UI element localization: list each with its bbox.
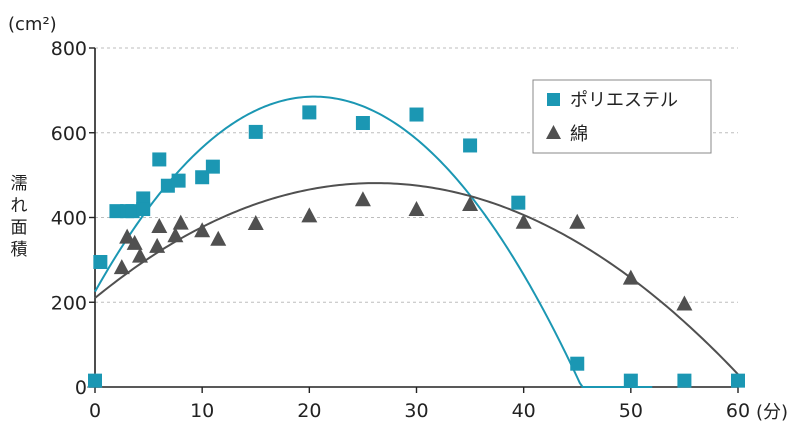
data-point-cotton	[113, 259, 130, 275]
data-point-cotton	[354, 191, 371, 207]
legend-label-polyester: ポリエステル	[570, 90, 678, 111]
trend-line-polyester	[94, 95, 653, 388]
data-point-polyester	[136, 202, 151, 217]
x-tick-label: 50	[619, 400, 643, 422]
data-point-polyester	[302, 105, 317, 120]
y-tick-labels: 0 200 400 600 800	[51, 38, 95, 399]
data-point-polyester	[152, 152, 167, 167]
data-point-polyester	[136, 191, 151, 206]
data-points	[87, 105, 745, 388]
y-tick-label: 200	[51, 292, 87, 314]
y-axis-label-char: 面	[11, 218, 28, 238]
legend-label-cotton: 綿	[570, 124, 588, 145]
y-tick-label: 600	[51, 123, 87, 145]
data-point-polyester	[125, 204, 140, 219]
data-point-cotton	[126, 234, 143, 250]
data-point-cotton	[149, 237, 166, 253]
data-point-cotton	[676, 295, 693, 311]
y-unit-label: (cm²)	[8, 14, 57, 35]
x-tick-label: 60	[726, 400, 750, 422]
data-point-polyester	[109, 204, 124, 219]
data-point-polyester	[623, 373, 638, 388]
data-point-polyester	[677, 373, 692, 388]
data-point-cotton	[194, 222, 211, 238]
data-point-cotton	[408, 201, 425, 217]
data-point-polyester	[731, 373, 745, 388]
data-point-cotton	[132, 247, 149, 263]
y-tick-label: 0	[75, 377, 87, 399]
y-tick-label: 400	[51, 208, 87, 230]
x-unit-label: (分)	[756, 402, 788, 423]
data-point-cotton	[622, 269, 639, 285]
x-tick-label: 20	[297, 400, 321, 422]
data-point-polyester	[205, 159, 220, 174]
data-point-polyester	[171, 173, 186, 188]
data-point-cotton	[515, 213, 532, 229]
data-point-polyester	[88, 373, 102, 388]
data-point-cotton	[301, 207, 318, 223]
data-point-cotton	[247, 215, 264, 231]
data-point-polyester	[409, 107, 424, 122]
x-tick-label: 10	[190, 400, 214, 422]
legend-marker-polyester	[547, 93, 560, 106]
x-tick-label: 0	[89, 400, 101, 422]
legend: ポリエステル 綿	[532, 79, 712, 154]
legend-box	[532, 79, 712, 154]
data-point-polyester	[511, 195, 526, 210]
data-point-polyester	[355, 116, 370, 131]
data-point-cotton	[462, 195, 479, 211]
data-point-cotton	[119, 228, 136, 244]
data-point-cotton	[172, 214, 189, 230]
x-tick-label: 40	[512, 400, 536, 422]
data-point-polyester	[195, 170, 210, 185]
y-axis-label-char: れ	[11, 196, 28, 216]
data-point-polyester	[570, 356, 585, 371]
legend-marker-cotton	[546, 125, 561, 139]
data-point-cotton	[167, 227, 184, 243]
data-point-cotton	[569, 213, 586, 229]
data-point-polyester	[160, 178, 175, 193]
y-tick-label: 800	[51, 38, 87, 60]
y-axis-label-char: 濡	[11, 174, 28, 194]
data-point-polyester	[93, 254, 108, 269]
data-point-cotton	[210, 230, 227, 246]
x-tick-labels: 0 10 20 30 40 50 60	[89, 387, 750, 422]
x-tick-label: 30	[404, 400, 428, 422]
data-point-polyester	[248, 124, 263, 139]
data-point-cotton	[151, 217, 168, 233]
data-point-polyester	[463, 138, 478, 153]
y-axis-label-char: 積	[11, 240, 28, 260]
